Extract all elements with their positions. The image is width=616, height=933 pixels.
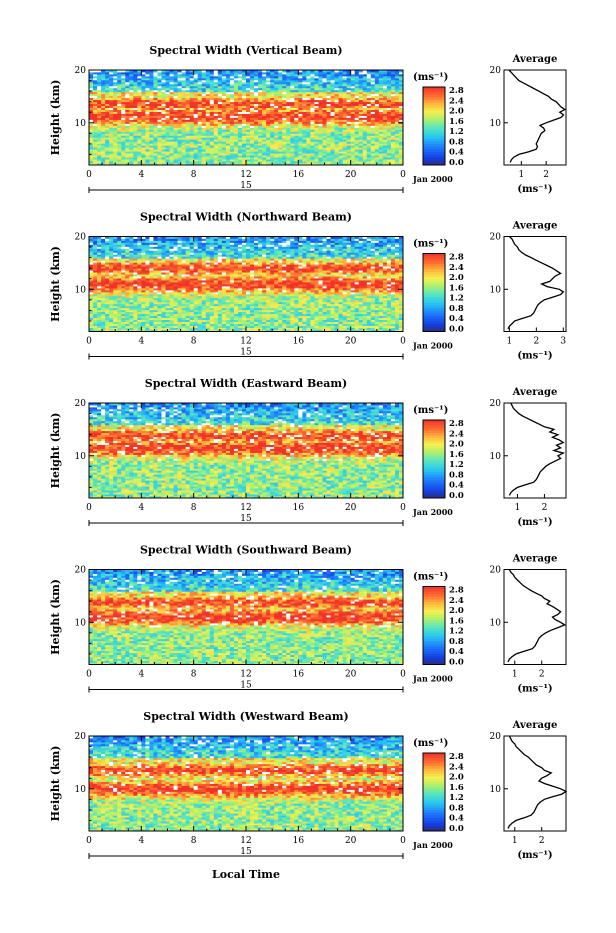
colorbar-step	[423, 90, 445, 93]
y-tick-label: 10	[75, 119, 87, 129]
x-tick-label: 0	[400, 170, 406, 180]
colorbar-step	[423, 139, 445, 142]
x-tick-label: 0	[86, 170, 92, 180]
colorbar-step	[423, 118, 445, 121]
profile-title: Average	[512, 54, 558, 65]
colorbar-step	[423, 121, 445, 124]
x-tick-label: 20	[345, 170, 357, 180]
colorbar-step	[423, 129, 445, 132]
x-tick-label: 12	[240, 170, 251, 180]
colorbar-tick-label: 0.8	[449, 137, 464, 147]
colorbar-tick-label: 1.2	[449, 127, 464, 137]
colorbar-step	[423, 97, 445, 100]
x-tick-label: 8	[191, 170, 197, 180]
colorbar-step	[423, 123, 445, 126]
x-tick-label: 16	[293, 170, 305, 180]
colorbar-step	[423, 116, 445, 119]
profile-line	[509, 70, 565, 162]
colorbar-step	[423, 131, 445, 134]
colorbar-step	[423, 136, 445, 139]
x-tick-label: 4	[138, 170, 144, 180]
profile-x-tick-label: 1	[518, 170, 524, 180]
colorbar-step	[423, 147, 445, 150]
y-axis-label: Height (km)	[49, 80, 62, 156]
date-label: Jan 2000	[412, 174, 453, 184]
y-tick-label: 20	[75, 66, 87, 76]
day-label: 15	[240, 181, 252, 191]
colorbar-step	[423, 157, 445, 160]
colorbar-tick-label: 2.8	[449, 86, 464, 96]
colorbar-tick-label: 2.0	[449, 107, 464, 117]
colorbar-step	[423, 142, 445, 145]
colorbar-tick-label: 0.4	[449, 148, 464, 158]
profile-y-tick-label: 20	[490, 66, 502, 76]
heatmap-cells	[89, 237, 403, 332]
profile-x-label: (ms⁻¹)	[517, 184, 552, 195]
colorbar-step	[423, 105, 445, 108]
profile-frame	[504, 70, 566, 165]
colorbar-step	[423, 126, 445, 129]
colorbar-unit-label: (ms⁻¹)	[413, 72, 448, 83]
colorbar: 2.82.42.01.61.20.80.40.0	[423, 86, 464, 168]
panel-title: Spectral Width (Northward Beam)	[140, 211, 352, 224]
colorbar-step	[423, 95, 445, 98]
colorbar-step	[423, 103, 445, 106]
colorbar-tick-label: 1.6	[449, 117, 464, 127]
colorbar-step	[423, 144, 445, 147]
colorbar-step	[423, 92, 445, 95]
colorbar-step	[423, 149, 445, 152]
panel-title: Spectral Width (Vertical Beam)	[149, 44, 342, 57]
colorbar-step	[423, 113, 445, 116]
colorbar-step	[423, 155, 445, 158]
colorbar-step	[423, 152, 445, 155]
colorbar-step	[423, 110, 445, 113]
heatmap-cells	[89, 70, 403, 165]
profile-x-tick-label: 2	[543, 170, 549, 180]
colorbar-step	[423, 108, 445, 111]
colorbar-step	[423, 160, 445, 163]
colorbar-step	[423, 100, 445, 103]
colorbar-tick-label: 0.0	[449, 158, 464, 168]
colorbar-step	[423, 134, 445, 137]
profile-y-tick-label: 10	[490, 119, 502, 129]
colorbar-tick-label: 2.4	[449, 96, 464, 106]
